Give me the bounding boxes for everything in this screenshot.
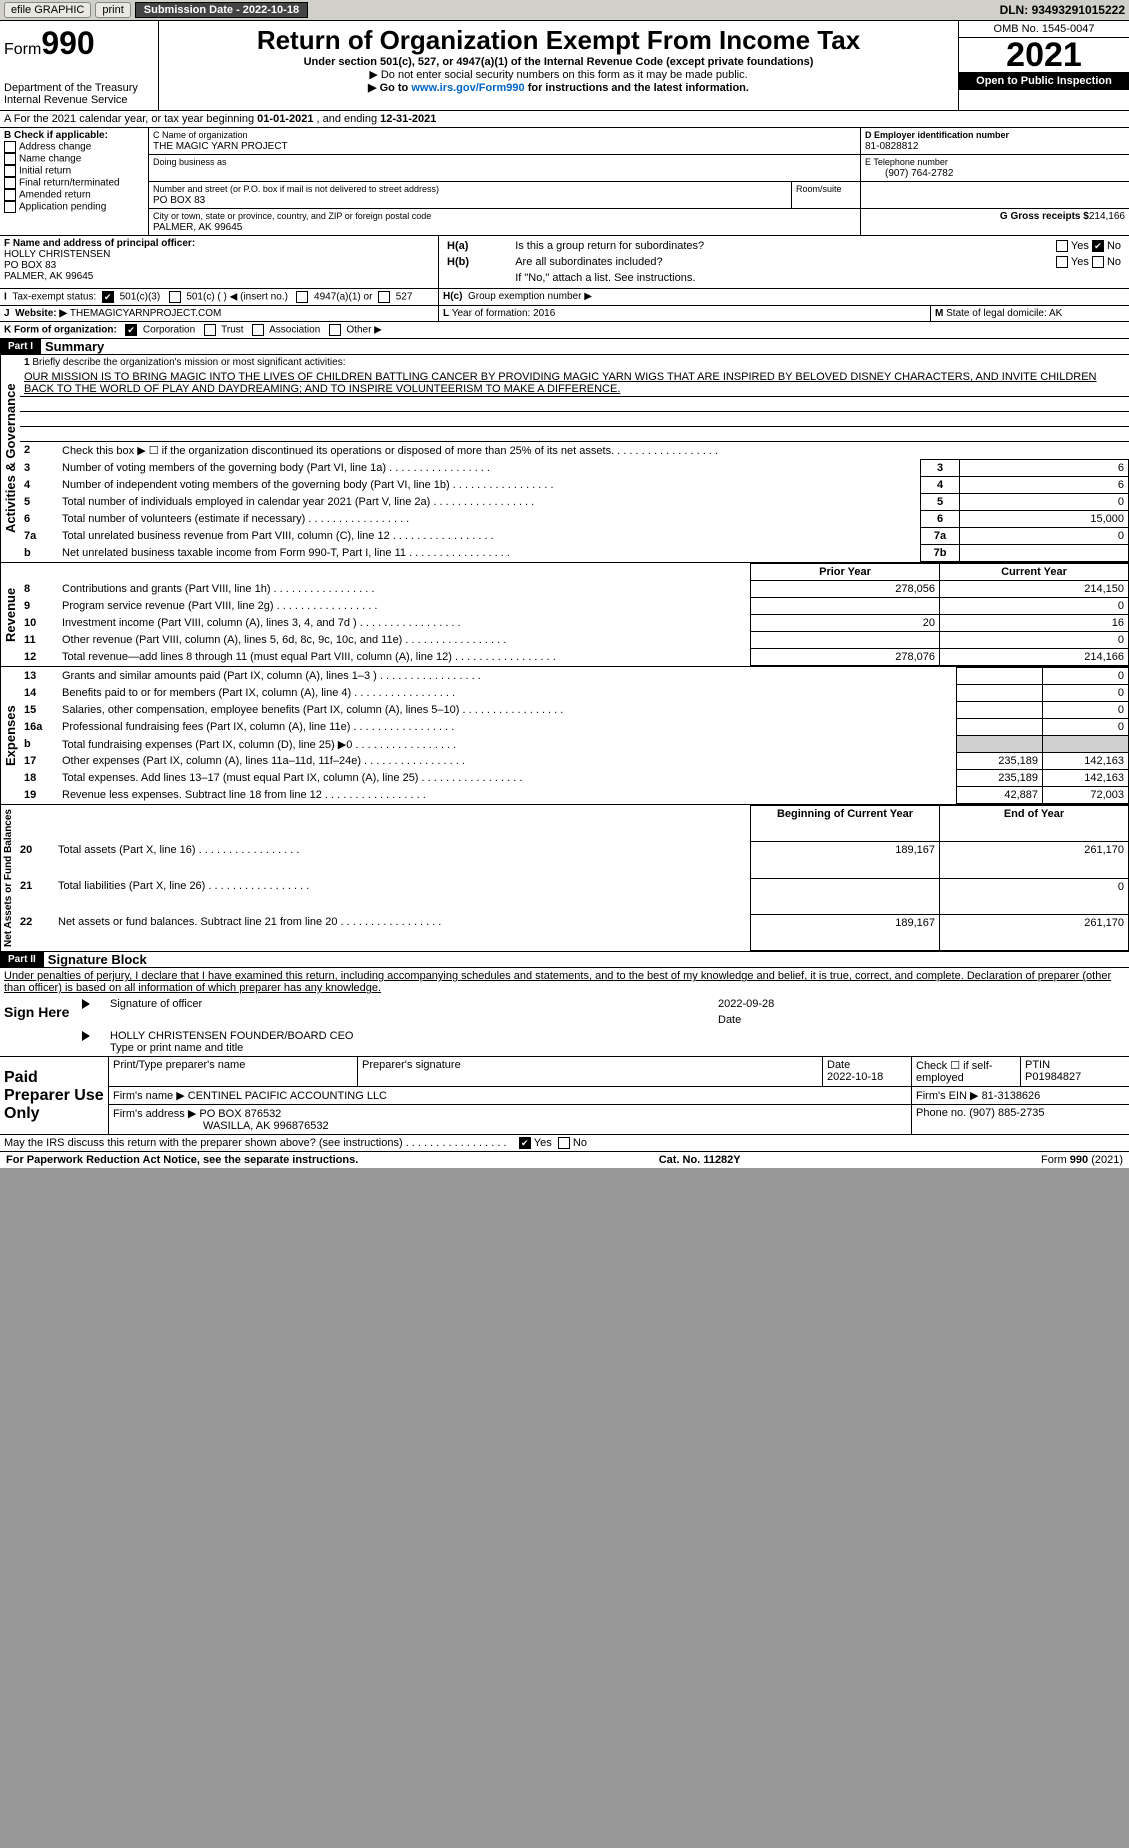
side-netassets: Net Assets or Fund Balances [0, 805, 16, 951]
header-right: OMB No. 1545-0047 2021 Open to Public In… [958, 21, 1129, 110]
expenses-table: 13Grants and similar amounts paid (Part … [20, 667, 1129, 804]
section-k: K Form of organization: ✔ Corporation Tr… [0, 322, 386, 338]
signature-block: Sign Here Signature of officer2022-09-28… [0, 996, 1129, 1056]
print-button[interactable]: print [95, 2, 130, 18]
arrow-icon [82, 1031, 90, 1041]
section-f: F Name and address of principal officer:… [0, 236, 439, 288]
page: efile GRAPHIC print Submission Date - 20… [0, 0, 1129, 1168]
side-revenue: Revenue [0, 563, 20, 666]
section-b: B Check if applicable: Address change Na… [0, 128, 149, 235]
part1-header: Part ISummary [0, 338, 1129, 355]
section-i: I Tax-exempt status: ✔ 501(c)(3) 501(c) … [0, 289, 439, 305]
arrow-icon [82, 999, 90, 1009]
dln: DLN: 93493291015222 [1000, 3, 1125, 17]
part2-header: Part IISignature Block [0, 951, 1129, 968]
declaration: Under penalties of perjury, I declare th… [0, 968, 1129, 996]
section-h: H(a)Is this a group return for subordina… [439, 236, 1129, 288]
topbar: efile GRAPHIC print Submission Date - 20… [0, 0, 1129, 20]
header-left: Form990 Department of the Treasury Inter… [0, 21, 159, 110]
side-expenses: Expenses [0, 667, 20, 804]
section-a: A For the 2021 calendar year, or tax yea… [0, 111, 1129, 128]
discuss-row: May the IRS discuss this return with the… [0, 1135, 1129, 1152]
side-governance: Activities & Governance [0, 355, 20, 562]
submission-date-button[interactable]: Submission Date - 2022-10-18 [135, 2, 308, 18]
header-center: Return of Organization Exempt From Incom… [159, 21, 958, 110]
page-footer: For Paperwork Reduction Act Notice, see … [0, 1152, 1129, 1168]
netassets-table: Beginning of Current YearEnd of Year20To… [16, 805, 1129, 951]
governance-table: 2Check this box ▶ ☐ if the organization … [20, 442, 1129, 562]
section-j: J Website: ▶ THEMAGICYARNPROJECT.COM [0, 306, 439, 321]
preparer-block: Paid Preparer Use Only Print/Type prepar… [0, 1056, 1129, 1135]
instructions-link[interactable]: www.irs.gov/Form990 [411, 82, 524, 94]
efile-badge: efile GRAPHIC [4, 2, 91, 18]
mission-text: OUR MISSION IS TO BRING MAGIC INTO THE L… [20, 370, 1129, 397]
revenue-table: Prior YearCurrent Year8Contributions and… [20, 563, 1129, 666]
form-title: Return of Organization Exempt From Incom… [163, 25, 954, 56]
